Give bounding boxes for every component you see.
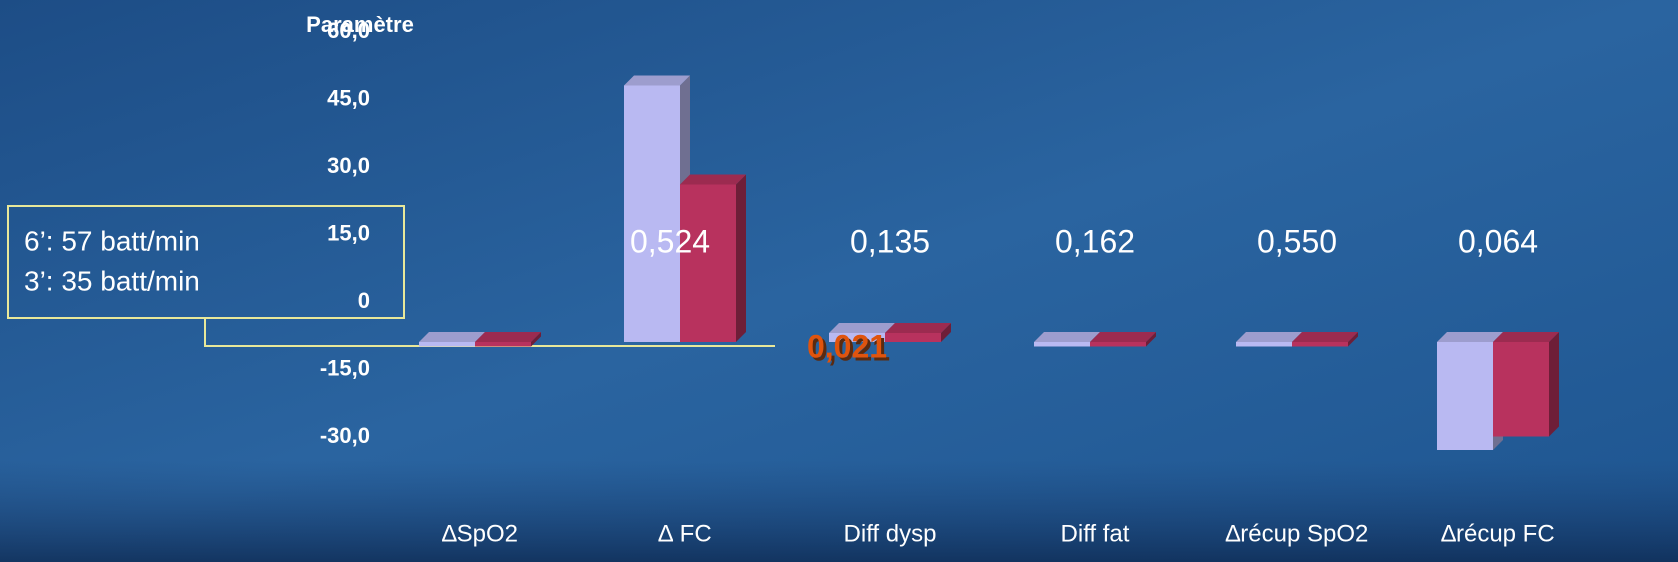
annotation-line: 3’: 35 batt/min (24, 265, 200, 296)
y-tick-label: 0 (358, 288, 370, 313)
bar-side (531, 332, 541, 347)
bar-top (1236, 332, 1302, 342)
connector-line (204, 318, 775, 347)
bar (885, 333, 941, 342)
bar (419, 342, 475, 347)
bar-top (829, 323, 895, 333)
chart-title: Paramètre (306, 12, 414, 37)
y-tick-label: 45,0 (327, 85, 370, 110)
y-tick-label: -15,0 (320, 355, 370, 380)
bar-side (1146, 332, 1156, 347)
bar (680, 184, 736, 342)
y-tick-label: -30,0 (320, 423, 370, 448)
y-tick-label: 60,0 (327, 18, 370, 43)
bar-top (680, 174, 746, 185)
p-value: 0,135 (850, 223, 930, 259)
x-tick-label: ∆récup SpO2 (1226, 520, 1369, 547)
bar-top (1090, 332, 1156, 342)
bar (1437, 342, 1493, 450)
y-tick-label: 30,0 (327, 153, 370, 178)
p-value-shadow: 0,021 (810, 331, 890, 367)
y-tick-label: 15,0 (327, 220, 370, 245)
bar (1090, 342, 1146, 347)
bar (624, 85, 680, 342)
x-tick-label: ∆ FC (658, 520, 711, 547)
p-value: 0,064 (1458, 223, 1538, 259)
bar-side (736, 174, 746, 342)
bar-top (1292, 332, 1358, 342)
p-value: 0,021 (807, 328, 887, 364)
bar-side (1348, 332, 1358, 347)
bar (1034, 342, 1090, 347)
bar (1493, 342, 1549, 437)
bar-top (1493, 332, 1559, 342)
bar-top (1034, 332, 1100, 342)
bar (475, 342, 531, 347)
p-value: 0,524 (630, 223, 710, 259)
background-band (0, 460, 1678, 562)
x-tick-label: ∆récup FC (1441, 520, 1554, 547)
bar-top (624, 75, 690, 86)
bar-top (419, 332, 485, 342)
p-value: 0,162 (1055, 223, 1135, 259)
bar (1236, 342, 1292, 347)
x-tick-label: Diff fat (1061, 520, 1130, 547)
bar-top (1437, 332, 1503, 342)
bar (1292, 342, 1348, 347)
x-tick-label: Diff dysp (844, 520, 937, 547)
bar (829, 333, 885, 342)
bar-side (941, 323, 951, 342)
annotation-line: 6’: 57 batt/min (24, 225, 200, 256)
bar-top (885, 323, 951, 333)
bar-side (1549, 332, 1559, 437)
x-tick-label: ∆SpO2 (442, 520, 518, 547)
p-value: 0,550 (1257, 223, 1337, 259)
bar-top (475, 332, 541, 342)
